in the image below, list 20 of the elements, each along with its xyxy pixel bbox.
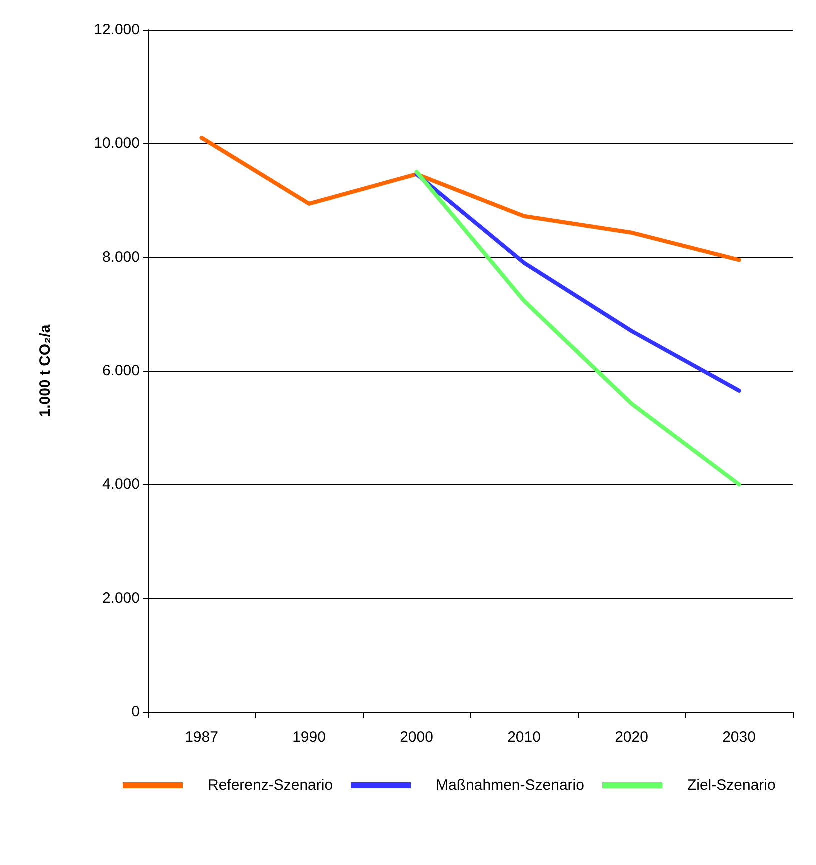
- x-tick-label: 2000: [400, 729, 434, 746]
- y-tick-label: 8.000: [102, 248, 140, 266]
- y-axis-title: 1.000 t CO₂/a: [37, 324, 54, 418]
- legend-label: Referenz-Szenario: [208, 777, 334, 794]
- line-series: [414, 170, 742, 487]
- y-tick-label: 2.000: [102, 590, 140, 607]
- y-tick-label: 12.000: [94, 22, 140, 38]
- legend-label: Maßnahmen-Szenario: [436, 777, 584, 794]
- x-tick-label: 2010: [508, 729, 541, 746]
- y-tick-label: 4.000: [102, 476, 140, 494]
- x-tick-label: 2020: [615, 729, 648, 746]
- line-series: [414, 172, 742, 393]
- x-tick-label: 2030: [722, 729, 756, 746]
- y-tick-label: 6.000: [102, 362, 140, 380]
- y-tick-label: 10.000: [94, 135, 140, 152]
- x-tick-label: 1987: [185, 729, 218, 746]
- x-tick-label: 1990: [292, 729, 326, 746]
- legend-label: Ziel-Szenario: [687, 777, 776, 794]
- y-tick-label: 0: [132, 704, 140, 720]
- line-series: [200, 136, 742, 262]
